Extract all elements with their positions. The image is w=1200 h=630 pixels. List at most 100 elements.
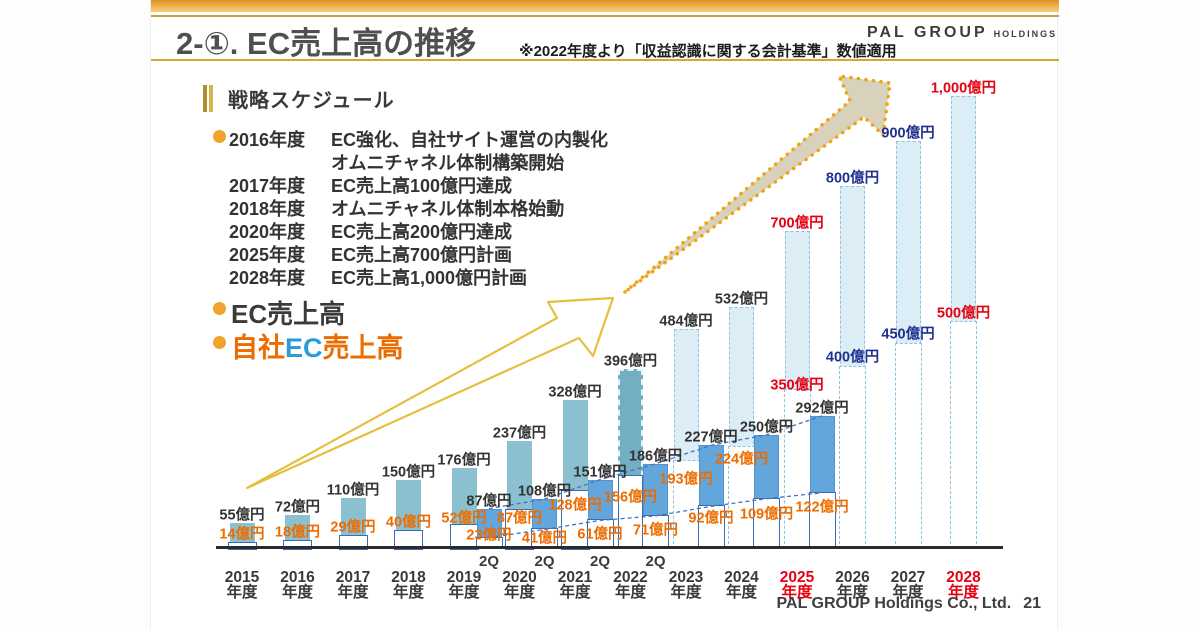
schedule-item-text: EC売上高1,000億円計画	[331, 268, 528, 288]
value-label-own: 400億円	[825, 349, 880, 366]
value-label-total: 237億円	[492, 425, 547, 442]
own-ec-segment	[618, 475, 643, 548]
thin-growth-arrow-icon	[245, 296, 615, 490]
value-label-total: 176億円	[437, 452, 491, 469]
own-ec-segment	[728, 445, 755, 549]
value-label-total: 250億円	[739, 419, 794, 436]
legend-label-part: EC	[285, 333, 323, 363]
schedule-item-text: オムニチャネル体制本格始動	[331, 199, 565, 219]
bar-2028	[950, 95, 977, 549]
schedule-item-text: EC売上高700億円計画	[331, 245, 513, 265]
x-axis-year: 2022	[613, 569, 648, 586]
trend-line-2q-total	[488, 415, 823, 510]
value-label-total: 108億円	[517, 483, 572, 500]
value-label-own: 40億円	[385, 514, 432, 531]
x-axis-year: 2028	[946, 569, 981, 586]
x-axis-year: 2026	[835, 569, 870, 586]
legend-label-part: 売上高	[322, 333, 404, 363]
trend-line-2q-own	[488, 492, 823, 539]
value-label-own: 122億円	[795, 499, 849, 516]
x-axis-2q-label: 2Q	[478, 553, 500, 570]
own-ec-segment	[839, 366, 866, 549]
x-axis-year: 2016	[280, 569, 315, 586]
x-axis-label-2016: 2016 年度	[280, 569, 315, 601]
bar-2018	[394, 480, 423, 550]
x-axis-2q-label: 2Q	[645, 553, 666, 570]
value-label-own: 14億円	[219, 526, 265, 543]
schedule-header-label: 戦略スケジュール	[228, 90, 395, 112]
value-label-own: 18億円	[274, 524, 321, 541]
schedule-item-year: 2020年度	[229, 222, 306, 242]
value-label-own: 109億円	[739, 506, 794, 523]
value-label-own: 41億円	[521, 530, 568, 547]
x-axis-label-2020: 2020 年度	[502, 570, 536, 601]
x-axis-year-suffix: 年度	[892, 584, 924, 601]
own-ec-segment	[783, 388, 811, 549]
value-label-total: 110億円	[326, 482, 380, 499]
title-underline	[151, 59, 1059, 61]
value-label-total: 396億円	[603, 353, 658, 370]
x-axis-line	[216, 546, 1003, 549]
schedule-item-year: 2018年度	[229, 199, 306, 219]
big-dotted-growth-arrow-icon	[623, 74, 892, 294]
accounting-note: ※2022年度より「収益認識に関する会計基準」数値適用	[519, 43, 897, 60]
page-number: 21	[1023, 595, 1041, 612]
schedule-item-year: 2016年度	[229, 130, 306, 150]
x-axis-year: 2021	[557, 569, 593, 586]
x-axis-year-suffix: 年度	[448, 584, 480, 601]
legend-label-part: 自社	[231, 333, 285, 363]
value-label-own: 92億円	[688, 510, 734, 527]
bar-2022-2q	[642, 463, 669, 549]
legend-label-own-ec-sales: 自社EC売上高	[231, 326, 404, 365]
x-axis-label-2027: 2027 年度	[890, 569, 926, 601]
logo-main-text: PAL GROUP	[867, 24, 988, 41]
top-accent-line	[151, 15, 1059, 17]
ec-sales-bar-chart: 55億円 14億円 2015 年度 72億円 18億円 2016 年度 110億円 29億円 201…	[151, 0, 1059, 630]
company-logo: PAL GROUP HOLDINGS	[867, 24, 1057, 42]
legend-bullet-icon	[213, 302, 226, 315]
x-axis-year: 2027	[890, 569, 926, 586]
schedule-item-year: 2025年度	[229, 245, 306, 265]
value-label-own: 71億円	[632, 522, 679, 539]
x-axis-year-suffix: 年度	[281, 584, 314, 601]
own-ec-segment	[394, 529, 423, 550]
legend-bullet-icon	[213, 336, 226, 349]
value-label-own: 156億円	[603, 489, 658, 506]
x-axis-year: 2018	[391, 569, 426, 586]
schedule-item-year: 2017年度	[229, 176, 306, 196]
value-label-own: 350億円	[770, 377, 824, 394]
bar-2015	[227, 523, 257, 550]
bar-2026	[839, 186, 866, 549]
value-label-own: 61億円	[577, 526, 623, 543]
legend-label-ec-sales: EC売上高	[231, 299, 346, 329]
x-axis-year: 2023	[668, 569, 704, 586]
x-axis-label-2018: 2018 年度	[391, 569, 426, 601]
top-accent-band	[151, 0, 1059, 12]
value-label-total: 55億円	[219, 507, 265, 524]
x-axis-label-2024: 2024 年度	[724, 570, 758, 601]
value-label-total: 484億円	[659, 313, 713, 330]
x-axis-year-suffix: 年度	[725, 584, 758, 601]
x-axis-year-suffix: 年度	[947, 584, 980, 601]
x-axis-label-2028: 2028 年度	[946, 569, 981, 601]
bar-2020-2q	[531, 499, 558, 549]
value-label-total: 87億円	[466, 493, 512, 510]
value-label-own: 29億円	[330, 519, 376, 536]
x-axis-label-2023: 2023 年度	[668, 569, 704, 601]
own-ec-segment	[894, 343, 922, 549]
value-label-total: 227億円	[684, 429, 738, 446]
x-axis-year: 2017	[335, 569, 371, 586]
page-title: 2-①. EC売上高の推移	[176, 26, 477, 61]
x-axis-year-suffix: 年度	[392, 584, 425, 601]
value-label-total: 1,000億円	[930, 80, 997, 96]
schedule-item-text: EC強化、自社サイト運営の内製化	[331, 130, 609, 150]
x-axis-year: 2015	[224, 569, 260, 586]
x-axis-year-suffix: 年度	[503, 584, 536, 601]
x-axis-year: 2025	[779, 569, 815, 586]
x-axis-label-2021: 2021 年度	[557, 569, 593, 601]
chart-overlay-graphics	[245, 74, 892, 539]
x-axis-label-2022: 2022 年度	[613, 569, 648, 601]
x-axis-year-suffix: 年度	[226, 584, 258, 601]
x-axis-label-2025: 2025 年度	[779, 569, 815, 601]
